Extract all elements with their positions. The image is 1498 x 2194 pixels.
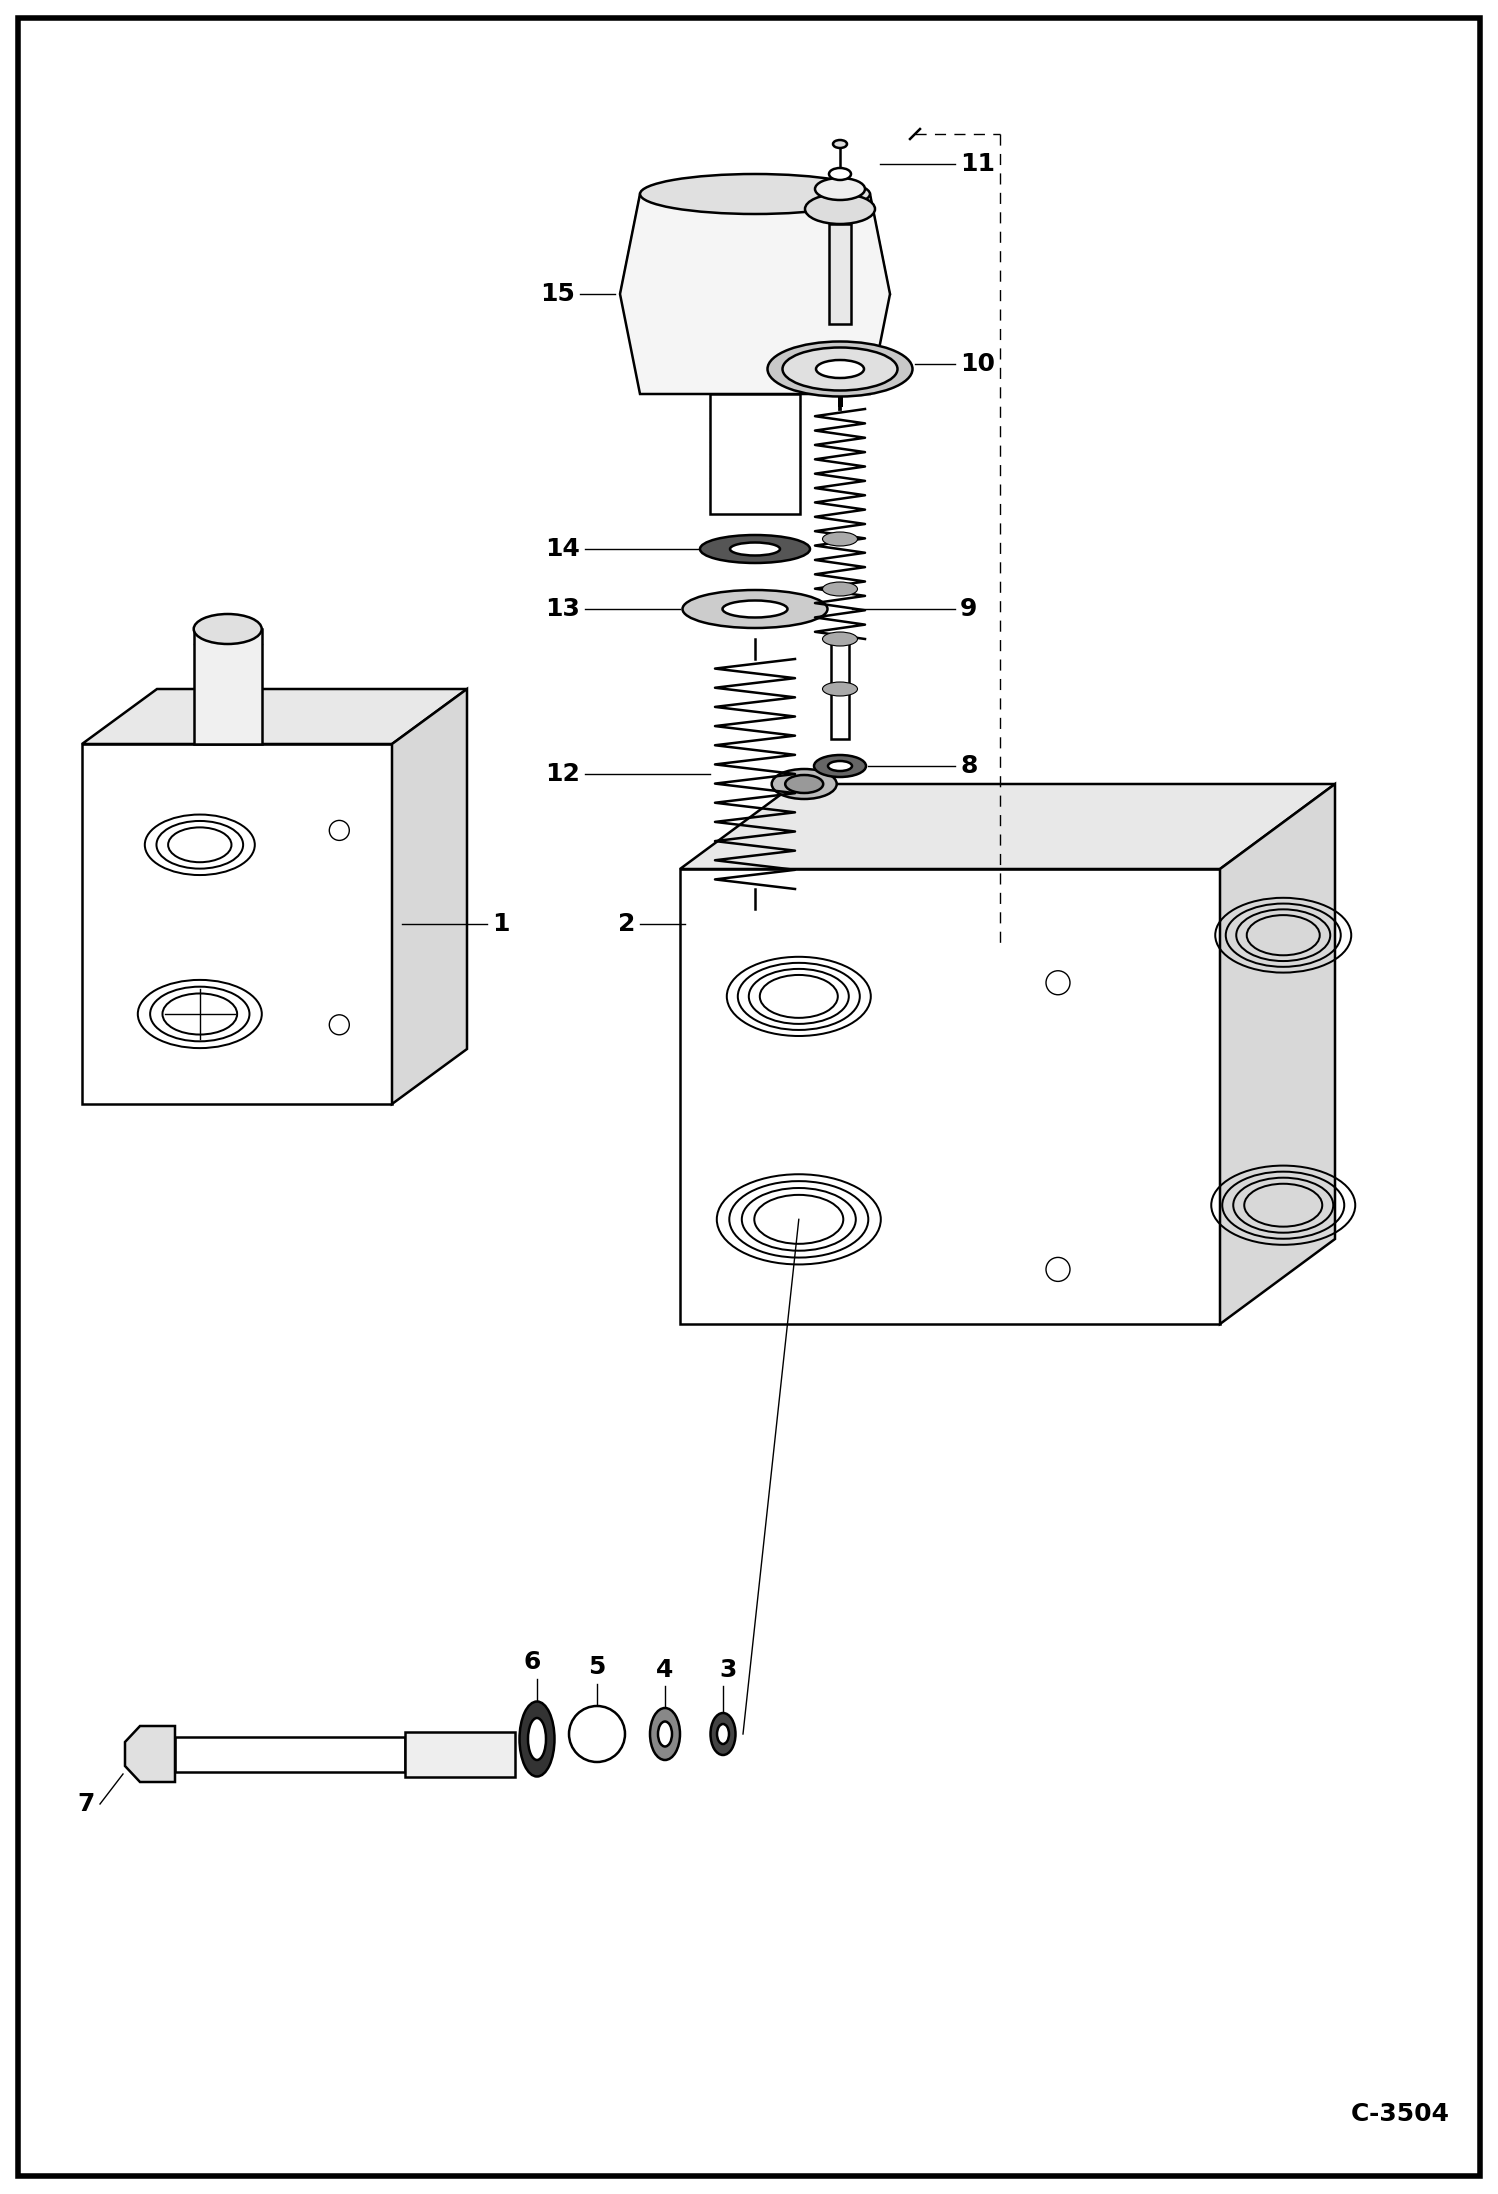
Text: 7: 7 (78, 1792, 94, 1817)
Text: C-3504: C-3504 (1351, 2102, 1450, 2126)
Circle shape (569, 1707, 625, 1762)
Text: 14: 14 (545, 538, 580, 562)
Text: 9: 9 (960, 597, 977, 621)
Polygon shape (828, 224, 851, 325)
Ellipse shape (722, 601, 788, 617)
Ellipse shape (822, 632, 857, 645)
Polygon shape (710, 395, 800, 513)
Ellipse shape (771, 770, 837, 799)
Ellipse shape (816, 360, 864, 377)
FancyBboxPatch shape (18, 18, 1480, 2176)
Polygon shape (82, 689, 467, 744)
Text: 1: 1 (491, 913, 509, 937)
Ellipse shape (822, 531, 857, 546)
Ellipse shape (822, 682, 857, 695)
Polygon shape (620, 193, 890, 395)
Ellipse shape (828, 169, 851, 180)
Polygon shape (1219, 783, 1335, 1323)
Ellipse shape (193, 614, 262, 645)
Text: 4: 4 (656, 1659, 674, 1683)
Ellipse shape (815, 178, 864, 200)
Polygon shape (831, 638, 849, 739)
Text: 13: 13 (545, 597, 580, 621)
Text: 12: 12 (545, 761, 580, 785)
Polygon shape (124, 1727, 175, 1782)
Ellipse shape (833, 140, 846, 147)
Ellipse shape (527, 1718, 545, 1760)
Ellipse shape (700, 535, 810, 564)
Ellipse shape (640, 173, 870, 215)
Text: 8: 8 (960, 755, 977, 779)
Text: 2: 2 (617, 911, 635, 935)
Ellipse shape (730, 542, 780, 555)
Text: 6: 6 (523, 1650, 541, 1674)
Text: 10: 10 (960, 351, 995, 375)
Polygon shape (392, 689, 467, 1104)
Ellipse shape (683, 590, 827, 627)
Ellipse shape (822, 581, 857, 597)
Ellipse shape (650, 1707, 680, 1760)
Ellipse shape (710, 1714, 736, 1755)
Text: 11: 11 (960, 151, 995, 176)
Ellipse shape (520, 1703, 554, 1777)
Text: 15: 15 (541, 283, 575, 305)
Polygon shape (193, 630, 262, 744)
Polygon shape (404, 1731, 515, 1777)
Text: 3: 3 (719, 1659, 737, 1683)
Text: 5: 5 (589, 1654, 605, 1678)
Polygon shape (82, 744, 392, 1104)
Ellipse shape (813, 755, 866, 777)
Ellipse shape (658, 1722, 673, 1746)
Ellipse shape (767, 342, 912, 397)
Polygon shape (680, 869, 1219, 1323)
Polygon shape (175, 1735, 404, 1771)
Polygon shape (680, 783, 1335, 869)
Ellipse shape (785, 774, 824, 792)
Ellipse shape (782, 347, 897, 391)
Ellipse shape (718, 1724, 730, 1744)
Ellipse shape (828, 761, 852, 770)
Ellipse shape (804, 193, 875, 224)
